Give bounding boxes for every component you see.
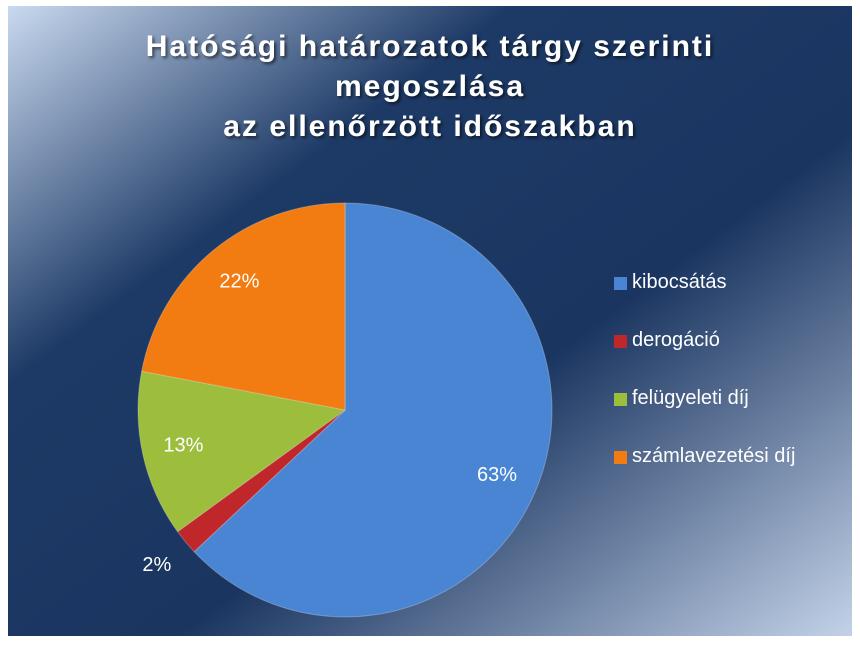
pie: 63% 2% 13% 22% [137,202,553,618]
data-label: 2% [142,554,171,576]
data-label: 22% [219,271,259,293]
legend-label: kibocsátás [632,271,727,293]
legend-item: derogáció [614,326,824,354]
legend-swatch [614,393,627,406]
pie-slice [176,409,346,553]
legend: kibocsátás derogáció felügyeleti díj számla… [614,268,824,500]
data-label: 13% [163,434,203,456]
chart-title: Hatósági határozatok tárgy szerinti [146,30,714,63]
chart-title: megoszlása [335,70,525,103]
pie-slice [141,202,346,411]
legend-swatch [614,335,627,348]
legend-label: felügyeleti díj [632,387,749,409]
data-label: 63% [477,464,517,486]
title-group: Hatósági határozatok tárgy szerinti megos… [146,30,714,143]
pie-slice [193,202,553,618]
chart-title: az ellenőrzött időszakban [223,110,636,143]
legend-swatch [614,277,627,290]
legend-item: számlavezetési díj [614,442,824,470]
pie-slice [137,370,347,533]
legend-label: derogáció [632,329,720,351]
legend-item: felügyeleti díj [614,384,824,412]
legend-swatch [614,451,627,464]
legend-item: kibocsátás [614,268,824,296]
legend-label: számlavezetési díj [632,445,796,467]
